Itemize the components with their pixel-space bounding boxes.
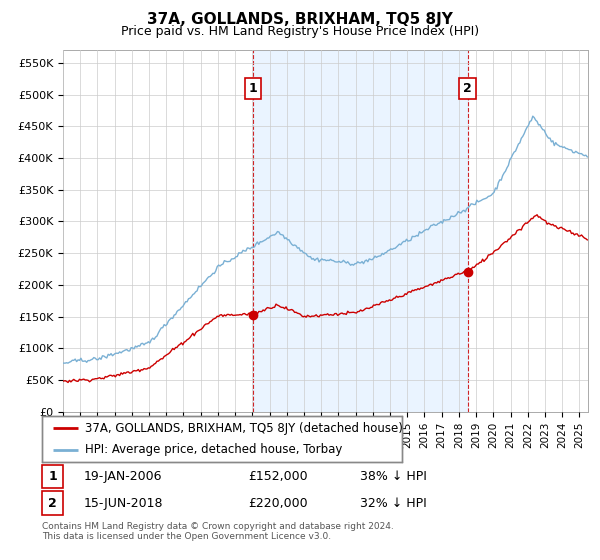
FancyBboxPatch shape <box>42 465 63 488</box>
Text: 1: 1 <box>48 470 57 483</box>
FancyBboxPatch shape <box>42 492 63 515</box>
Text: £220,000: £220,000 <box>248 497 308 510</box>
Text: 2: 2 <box>463 82 472 95</box>
Text: 19-JAN-2006: 19-JAN-2006 <box>84 470 163 483</box>
Bar <box>253 50 467 412</box>
Text: 32% ↓ HPI: 32% ↓ HPI <box>360 497 427 510</box>
Text: Price paid vs. HM Land Registry's House Price Index (HPI): Price paid vs. HM Land Registry's House … <box>121 25 479 38</box>
Text: £152,000: £152,000 <box>248 470 308 483</box>
Text: Contains HM Land Registry data © Crown copyright and database right 2024.
This d: Contains HM Land Registry data © Crown c… <box>42 522 394 542</box>
Text: 2: 2 <box>48 497 57 510</box>
Text: 38% ↓ HPI: 38% ↓ HPI <box>360 470 427 483</box>
Text: HPI: Average price, detached house, Torbay: HPI: Average price, detached house, Torb… <box>85 443 343 456</box>
Text: 37A, GOLLANDS, BRIXHAM, TQ5 8JY (detached house): 37A, GOLLANDS, BRIXHAM, TQ5 8JY (detache… <box>85 422 403 435</box>
Text: 37A, GOLLANDS, BRIXHAM, TQ5 8JY: 37A, GOLLANDS, BRIXHAM, TQ5 8JY <box>147 12 453 27</box>
Text: 1: 1 <box>249 82 257 95</box>
Text: 15-JUN-2018: 15-JUN-2018 <box>84 497 163 510</box>
